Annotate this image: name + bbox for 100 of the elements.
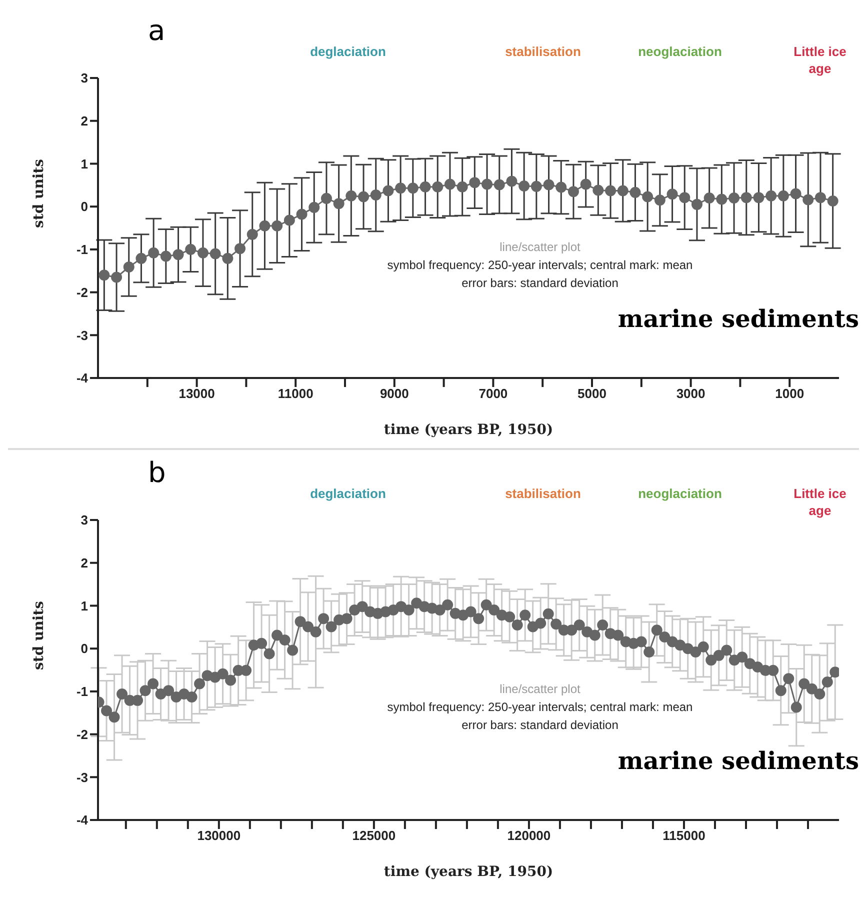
point [482,178,493,190]
point [543,179,554,190]
y-tick-label: 0 [80,199,88,214]
point [716,194,728,205]
point [333,198,344,210]
annotation: line/scatter plot [498,682,582,698]
x-tick-label: 5000 [578,386,606,402]
point [802,194,814,206]
point [580,178,592,190]
y-tick-label: 1 [80,156,88,172]
point [691,198,702,210]
x-tick-label: 7000 [478,386,508,402]
y-axis-title: std units [30,158,47,228]
chart-title: a [148,14,166,47]
y-tick-label: 3 [80,512,88,528]
point [814,192,826,204]
point [666,188,678,200]
point [679,192,690,204]
point [382,185,394,196]
chart-title: b [148,456,166,489]
point [197,247,208,258]
point [617,185,628,196]
point [222,252,234,264]
y-tick-label: -1 [76,684,88,700]
point [556,182,567,193]
annotation: marine sediments [618,746,859,775]
x-tick-label: 13000 [178,386,215,402]
y-tick-label: 2 [80,113,88,128]
y-tick-label: -4 [76,812,89,828]
annotation: error bars: standard deviation [460,276,620,292]
point [136,252,147,264]
point [296,208,308,220]
y-tick-label: 0 [80,641,88,656]
annotation: error bars: standard deviation [460,718,620,734]
text: deglaciation [309,44,387,61]
point [592,184,604,196]
point [456,181,468,192]
annotation: line/scatter plot [498,240,582,256]
y-tick-label: 1 [80,598,88,614]
y-tick-label: -4 [76,370,89,386]
point [432,181,444,192]
y-tick-label: -2 [76,284,88,300]
point [123,262,134,272]
point [284,214,295,226]
point [308,202,320,213]
point [210,248,221,260]
point [605,185,616,196]
x-axis-title: time (years BP, 1950) [384,422,554,438]
y-tick-label: -1 [76,242,88,258]
y-tick-label: -3 [76,328,88,343]
point [407,182,418,194]
point [778,190,789,202]
point [185,244,196,255]
x-tick-label: 130000 [197,828,241,844]
point [728,192,740,204]
text: stabilisation [504,486,582,503]
point [630,186,641,198]
point [395,182,406,194]
point [740,192,752,204]
point [827,196,838,206]
point [469,177,480,188]
point [420,181,431,192]
y-tick-label: -2 [76,726,88,742]
y-tick-label: 2 [80,555,88,570]
text: neoglaciation [637,486,723,503]
point [753,192,764,204]
point [259,220,270,232]
point [506,176,518,187]
point [172,249,184,260]
x-tick-label: 120000 [507,828,551,844]
point [272,220,283,232]
text: stabilisation [504,44,582,61]
point [790,188,802,200]
x-tick-label: 9000 [380,386,409,402]
y-tick-label: 3 [80,70,88,86]
point [494,179,505,190]
x-tick-label: 1000 [775,386,804,402]
point [704,192,715,204]
y-tick-label: -3 [76,770,88,785]
annotation: marine sediments [618,304,859,333]
point [148,247,160,258]
x-axis-title: time (years BP, 1950) [384,864,554,880]
point [766,190,777,202]
point [98,270,110,281]
x-tick-label: 11000 [278,386,314,402]
x-tick-label: 3000 [676,386,706,402]
text: deglaciation [309,486,387,503]
x-tick-label: 125000 [352,828,396,844]
annotation: symbol frequency: 250-year intervals; central mark: mean [386,700,694,716]
point [654,194,666,206]
point [642,191,654,202]
point [444,178,456,190]
point [320,192,332,204]
text: neoglaciation [637,44,723,61]
point [160,250,172,262]
point [568,186,579,198]
point [346,190,357,202]
point [370,190,382,200]
y-axis-title: std units [30,600,47,670]
point [358,191,370,202]
